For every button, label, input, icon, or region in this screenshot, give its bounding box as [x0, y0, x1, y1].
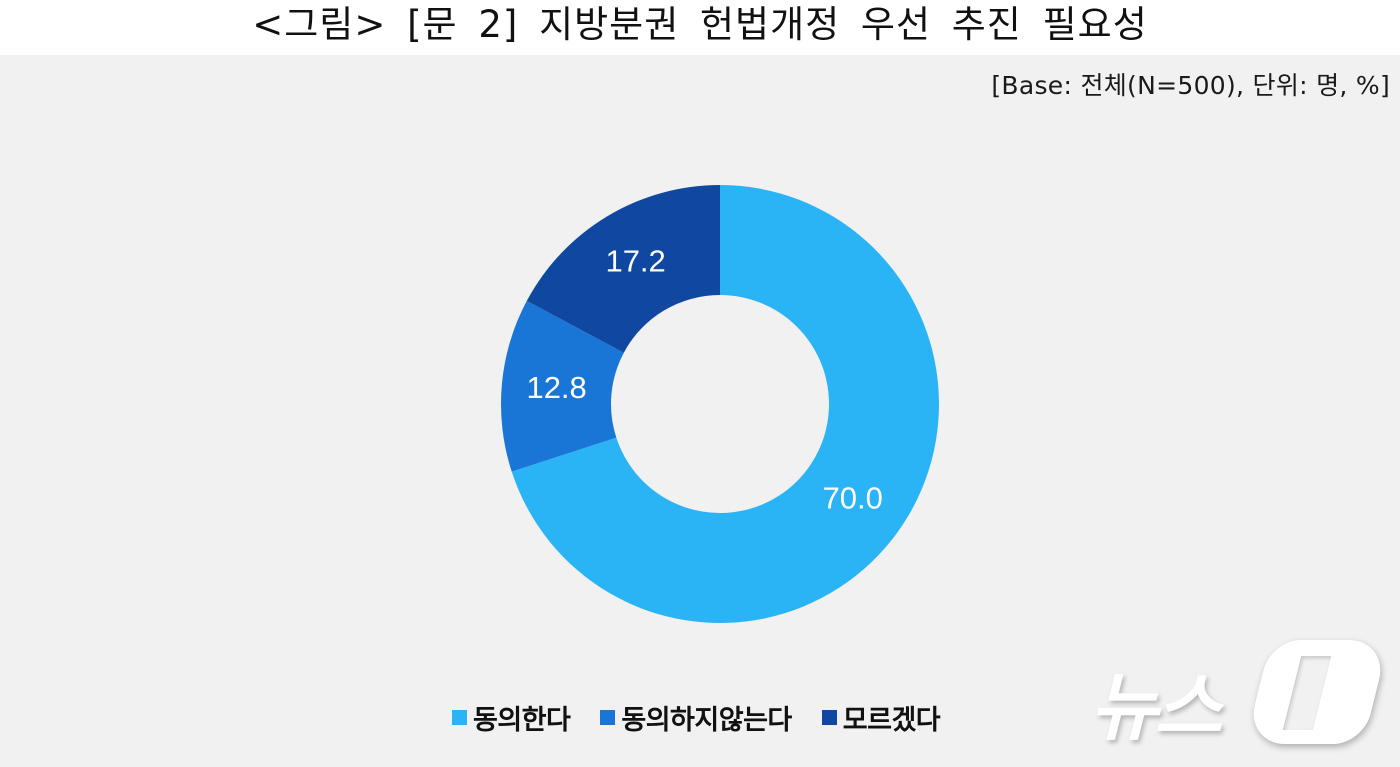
- news1-watermark-logo: 뉴스: [1090, 638, 1390, 751]
- legend-label-disagree: 동의하지않는다: [621, 705, 792, 736]
- title-band: <그림> [문 2] 지방분권 헌법개정 우선 추진 필요성: [0, 0, 1400, 55]
- legend-item-agree: 동의한다: [452, 698, 571, 737]
- slice-disagree-value-label: 12.8: [526, 370, 586, 405]
- legend-label-agree: 동의한다: [473, 705, 571, 736]
- base-note: [Base: 전체(N=500), 단위: 명, %]: [991, 71, 1390, 100]
- legend-swatch-unsure: [821, 710, 837, 725]
- slice-agree-value-label: 70.0: [823, 481, 883, 516]
- slice-disagree: [501, 300, 624, 472]
- legend-item-unsure: 모르겠다: [821, 698, 941, 737]
- slice-agree: [511, 185, 940, 623]
- legend-swatch-disagree: [600, 710, 616, 725]
- slice-unsure: [526, 185, 720, 353]
- slice-unsure-value-label: 17.2: [605, 244, 665, 279]
- chart-title: <그림> [문 2] 지방분권 헌법개정 우선 추진 필요성: [252, 3, 1148, 46]
- legend: 동의한다 동의하지않는다 모르겠다: [452, 698, 941, 737]
- watermark-text: 뉴스: [1090, 665, 1222, 751]
- legend-label-unsure: 모르겠다: [842, 705, 941, 736]
- legend-item-disagree: 동의하지않는다: [600, 698, 792, 737]
- legend-swatch-agree: [452, 710, 467, 725]
